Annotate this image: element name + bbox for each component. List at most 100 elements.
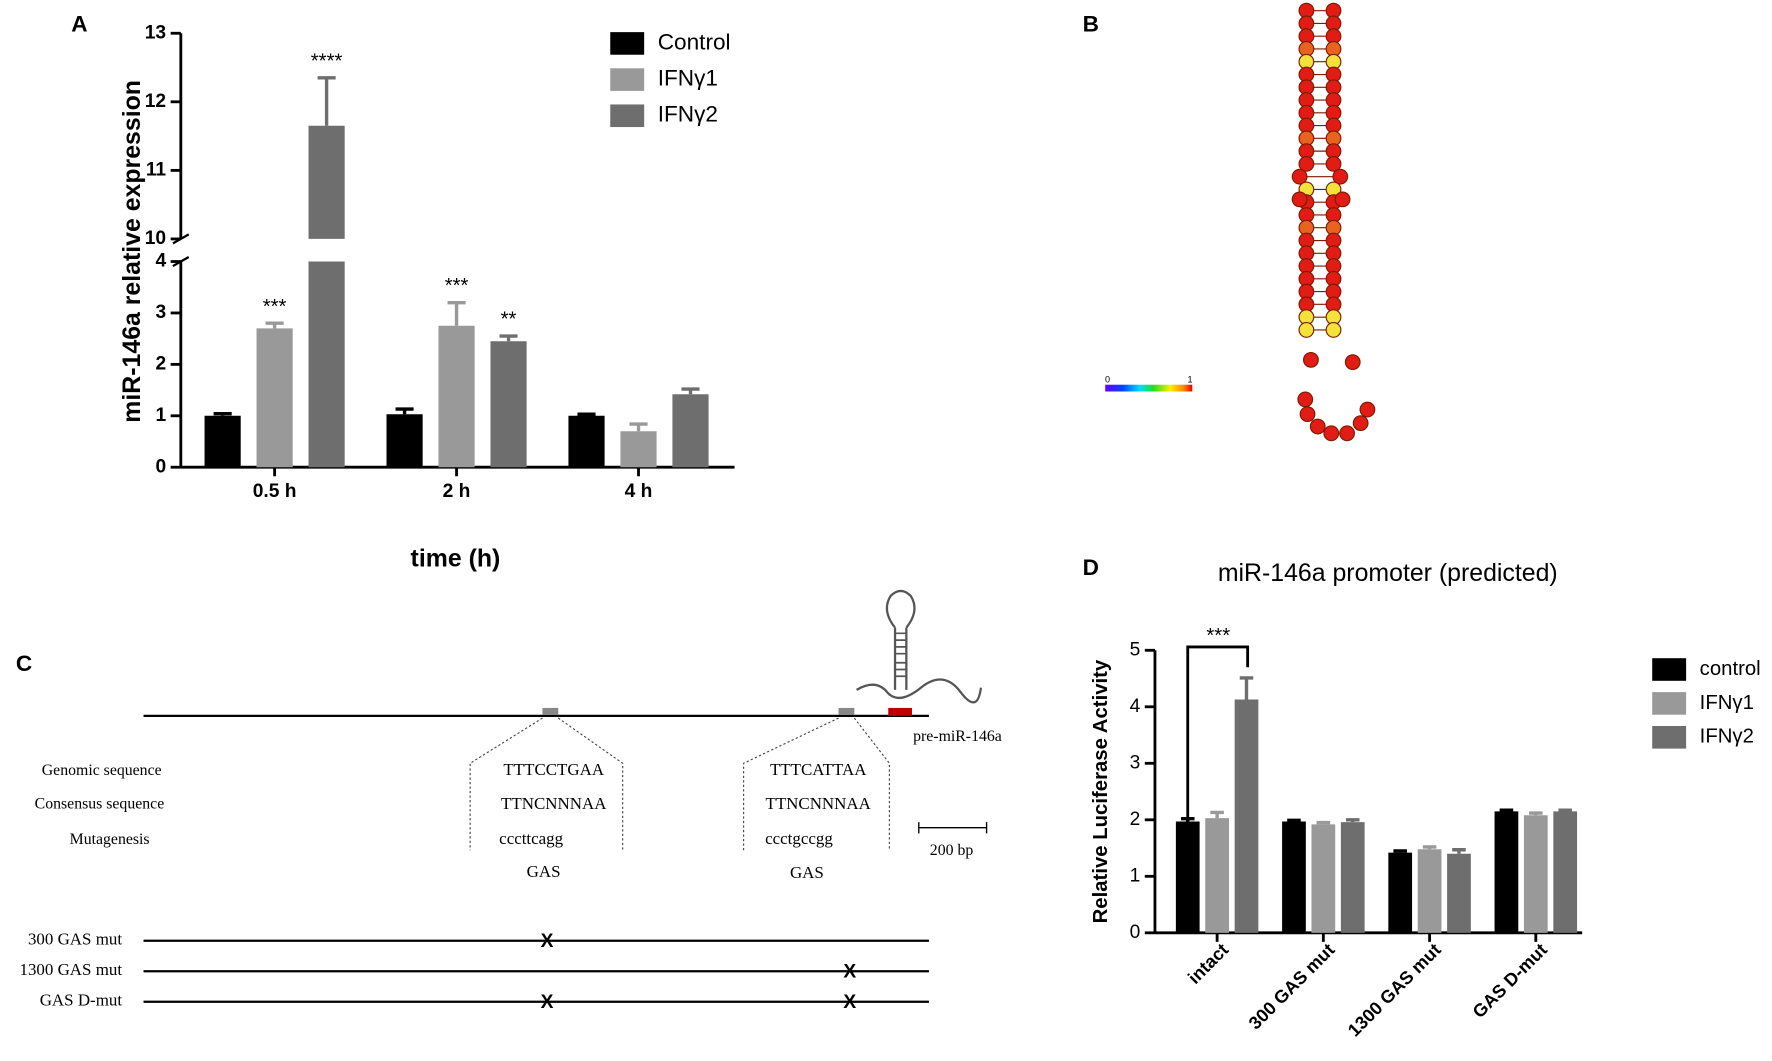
legend-swatch [610,104,645,128]
site-name: GAS [527,862,561,881]
error-bar [1422,845,1437,850]
nucleotide [1297,391,1314,408]
bar [386,414,423,468]
error-bar [681,387,700,395]
y-tick-label: 10 [145,228,166,249]
sequence: ccctgccgg [765,829,833,848]
significance-bracket [1186,645,1250,860]
nucleotide [1352,415,1369,432]
y-tick-label: 0 [155,456,166,477]
error-bar [1287,818,1301,823]
y-tick-label: 1 [155,405,166,426]
y-tick-label: 13 [145,22,166,43]
bar [1175,821,1200,933]
error-bar [1558,808,1572,812]
pre-mirna-box [888,707,912,716]
error-bar [265,321,284,329]
bar [490,341,527,468]
y-tick-label: 2 [1130,809,1141,830]
x-tick-label: 1300 GAS mut [1344,940,1445,1041]
legend-label: Control [658,29,731,54]
scale-bar [918,822,988,834]
nucleotide [1303,351,1319,368]
sequence: TTTCATTAA [770,760,867,779]
construct-label: 1300 GAS mut [19,960,122,979]
significance-label: *** [445,275,469,297]
bar [256,328,293,468]
x-tick-label: 0.5 h [253,481,297,502]
nucleotide [1323,425,1340,442]
panel-letter: B [1083,11,1099,36]
y-tick-label: 2 [155,353,166,374]
nucleotide [1309,418,1326,435]
sequence: TTTCCTGAA [503,760,604,779]
bar [620,431,657,468]
colorbar-label: 1 [1187,375,1192,385]
x-tick-label: 300 GAS mut [1245,940,1339,1034]
error-bar [629,422,648,432]
rna-structure [1291,2,1376,442]
bar [1282,821,1306,933]
construct-label: GAS D-mut [40,991,123,1010]
bar [1234,699,1259,933]
y-tick-label: 1 [1130,865,1141,886]
nucleotide [1332,168,1349,185]
nucleotide [1291,168,1308,185]
colorbar-label: 0 [1105,375,1110,385]
bar [1494,811,1519,933]
mutation-mark: X [541,931,554,952]
error-bar [1393,849,1407,853]
y-tick-label: 11 [146,159,167,180]
bar [1340,822,1365,933]
bar [308,125,345,468]
error-bar [1345,818,1360,823]
nucleotide [1325,155,1342,172]
row-label: Consensus sequence [35,796,165,813]
colorbar [1105,384,1193,392]
error-bar [1499,808,1514,812]
x-axis-label: time (h) [411,544,501,572]
hairpin-icon [885,589,916,690]
bar [1553,811,1578,933]
x-tick-label: 4 h [625,481,653,502]
bar [568,415,605,468]
legend-swatch [610,68,645,91]
error-bar [1210,810,1224,819]
nucleotide [1334,191,1351,208]
error-bar [1452,848,1466,854]
bar [1311,824,1336,933]
legend-swatch [1652,692,1687,715]
nucleotide [1339,425,1355,442]
bar [672,394,709,468]
nucleotide [1298,321,1315,338]
legend-label: control [1700,658,1761,680]
legend-swatch [610,32,645,55]
y-tick-label: 3 [155,302,166,323]
bar [1417,849,1442,933]
pre-mirna-label: pre-miR-146a [913,728,1002,745]
chart-title: miR-146a promoter (predicted) [1218,559,1558,587]
significance-label: ** [501,309,517,331]
nucleotide [1344,354,1361,371]
error-bar [395,407,414,415]
panel-letter: A [71,11,87,36]
legend-label: IFNγ1 [658,66,718,91]
sequence: TTNCNNNAA [501,794,607,813]
error-bar [213,412,232,416]
nucleotide [1298,155,1315,172]
sequence: cccttcagg [499,829,563,848]
legend-label: IFNγ1 [1700,692,1754,714]
scale-label: 200 bp [930,842,974,859]
error-bar [447,300,466,326]
nucleotide [1325,321,1342,338]
construct-label: 300 GAS mut [28,930,122,949]
significance-label: *** [1206,625,1230,647]
error-bar [499,334,518,342]
x-tick-label: GAS D-mut [1469,940,1551,1022]
significance-label: *** [263,296,287,318]
legend-label: IFNγ2 [1700,726,1754,748]
y-tick-label: 12 [145,91,166,112]
gas-site [542,707,559,715]
